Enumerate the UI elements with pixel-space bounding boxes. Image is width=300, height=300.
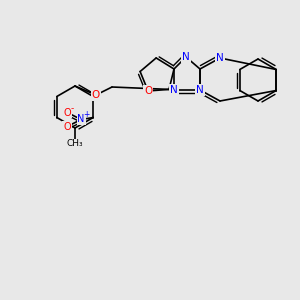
Text: +: + [83, 110, 89, 119]
Text: O: O [92, 90, 100, 100]
Text: N: N [182, 52, 190, 62]
Text: N: N [77, 115, 85, 124]
Text: O: O [144, 86, 152, 96]
Text: O: O [63, 122, 71, 131]
Text: N: N [196, 85, 204, 95]
Text: CH₃: CH₃ [67, 140, 83, 148]
Text: N: N [170, 85, 178, 95]
Text: O: O [63, 107, 71, 118]
Text: -: - [70, 104, 74, 113]
Text: N: N [216, 53, 224, 63]
